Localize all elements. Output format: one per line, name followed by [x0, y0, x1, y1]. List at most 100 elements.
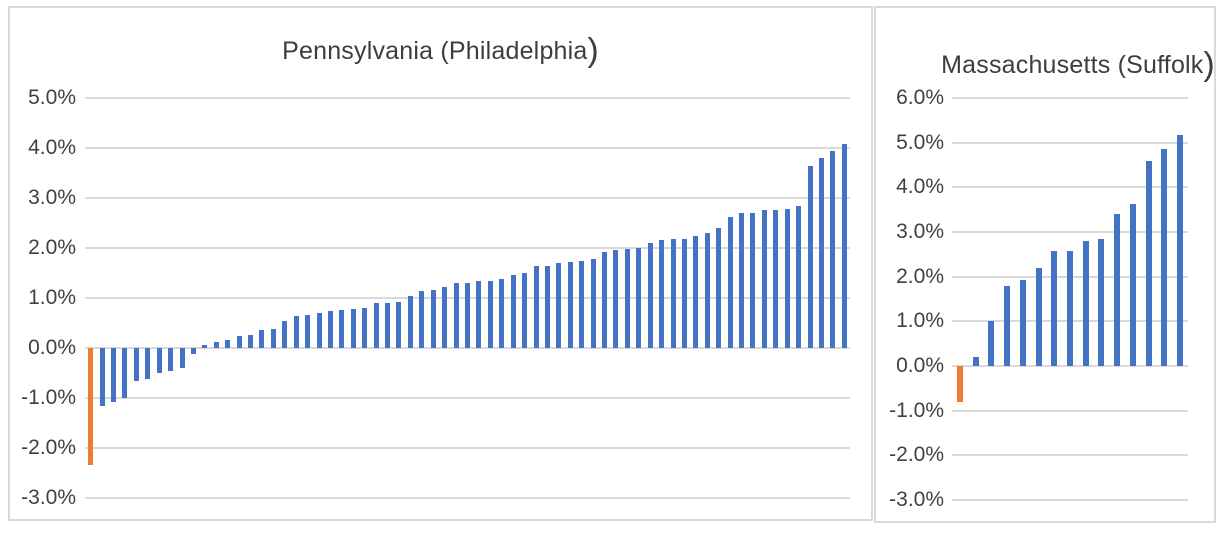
plot-area-massachusetts: 6.0% 5.0% 4.0% 3.0% 2.0% 1.0% 0.0% -1.0% -2.0% -3… [876, 8, 1214, 521]
y-axis-tick-label: -3.0% [21, 486, 76, 509]
plot-area-pennsylvania: 5.0% 4.0% 3.0% 2.0% 1.0% 0.0% -1.0% -2.0% -3.0% [10, 8, 871, 519]
bar [407, 295, 413, 348]
bar [830, 150, 836, 348]
y-axis-tick-label: 0.0% [896, 354, 944, 377]
chart-title-paren: ) [1203, 46, 1215, 83]
y-axis-tick-label: 2.0% [28, 236, 76, 259]
gridline [952, 409, 1188, 412]
bar [465, 282, 470, 348]
y-axis-tick-label: 3.0% [896, 220, 944, 243]
bar [647, 243, 653, 348]
bar [579, 260, 585, 348]
chart-title-text: Pennsylvania (Philadelphia [282, 37, 588, 65]
bar-highlighted [956, 366, 963, 403]
bar [613, 249, 619, 348]
bar [1067, 250, 1073, 366]
bar [145, 348, 151, 379]
bar [988, 321, 995, 366]
bar [316, 313, 322, 348]
bar [739, 213, 745, 348]
bar [225, 340, 231, 348]
gridline [85, 147, 850, 149]
chart-title-massachusetts: Massachusetts (Suffolk) [909, 48, 1224, 82]
bar [807, 165, 813, 348]
bar [327, 310, 333, 348]
bar [624, 249, 630, 348]
bar [396, 301, 402, 348]
bar [282, 320, 288, 348]
y-axis-tick-label: 1.0% [28, 286, 76, 309]
bar [1145, 161, 1152, 366]
y-axis-tick-label: 6.0% [896, 86, 944, 109]
bar [522, 273, 528, 348]
gridline [952, 454, 1188, 457]
chart-title-pennsylvania: Pennsylvania (Philadelphia) [10, 34, 871, 68]
y-axis-tick-label: 2.0% [896, 264, 944, 288]
chart-title-text: Massachusetts (Suffolk [941, 51, 1204, 79]
bar [350, 309, 356, 348]
bar [773, 209, 779, 348]
bar [1082, 241, 1089, 366]
bar [704, 232, 710, 348]
bar [373, 303, 379, 348]
gridline [85, 97, 850, 99]
chart-panel-massachusetts: Massachusetts (Suffolk) 6.0% 5.0% 4.0% 3.0%… [874, 6, 1216, 523]
bar [487, 280, 493, 348]
bar [476, 280, 482, 348]
bar [1051, 251, 1058, 366]
y-axis-tick-label: -2.0% [889, 443, 944, 467]
chart-panel-pennsylvania: Pennsylvania (Philadelphia) 5.0% 4.0% 3.0%… [8, 6, 873, 521]
bar [510, 274, 516, 348]
bar [750, 212, 756, 348]
bar [1019, 280, 1026, 366]
bar [133, 348, 139, 381]
bar [1161, 149, 1168, 366]
gridline [85, 447, 850, 449]
bar [270, 329, 276, 348]
y-axis-tick-label: 4.0% [28, 136, 76, 159]
bar [168, 348, 174, 371]
bar [693, 235, 699, 348]
bar [430, 289, 436, 348]
bar [190, 348, 196, 354]
bar [248, 334, 254, 348]
bar [362, 308, 368, 348]
y-axis-tick-label: -2.0% [21, 436, 76, 459]
y-axis-tick-label: -3.0% [889, 488, 944, 511]
bar [556, 262, 562, 348]
bar [818, 158, 824, 348]
y-axis-tick-label: -1.0% [889, 398, 944, 422]
bar [1004, 285, 1011, 366]
gridline [85, 247, 850, 249]
bar [727, 217, 733, 348]
bar [305, 315, 311, 348]
y-axis-tick-label: 5.0% [896, 130, 944, 154]
gridline [952, 141, 1188, 144]
gridline [952, 365, 1188, 367]
bar [659, 239, 665, 348]
bar [567, 261, 573, 348]
gridline [85, 197, 850, 199]
y-axis-tick-label: -1.0% [21, 386, 76, 409]
bar [602, 251, 607, 348]
bar [544, 265, 550, 348]
bar [670, 239, 676, 348]
bar [453, 283, 459, 348]
y-axis-tick-label: 3.0% [28, 186, 76, 209]
y-axis-tick-label: 4.0% [896, 175, 944, 199]
gridline [952, 231, 1188, 233]
y-axis-tick-label: 5.0% [28, 86, 76, 109]
bar [293, 315, 299, 348]
bar [1114, 214, 1121, 366]
y-axis-tick-label: 1.0% [896, 309, 944, 333]
bar [636, 248, 642, 348]
bar [1035, 267, 1042, 366]
bar [442, 286, 448, 348]
bar [841, 144, 847, 348]
gridline [85, 497, 850, 499]
gridline [952, 499, 1188, 501]
bar [111, 348, 117, 402]
chart-title-paren: ) [587, 32, 599, 69]
bar [533, 265, 539, 348]
